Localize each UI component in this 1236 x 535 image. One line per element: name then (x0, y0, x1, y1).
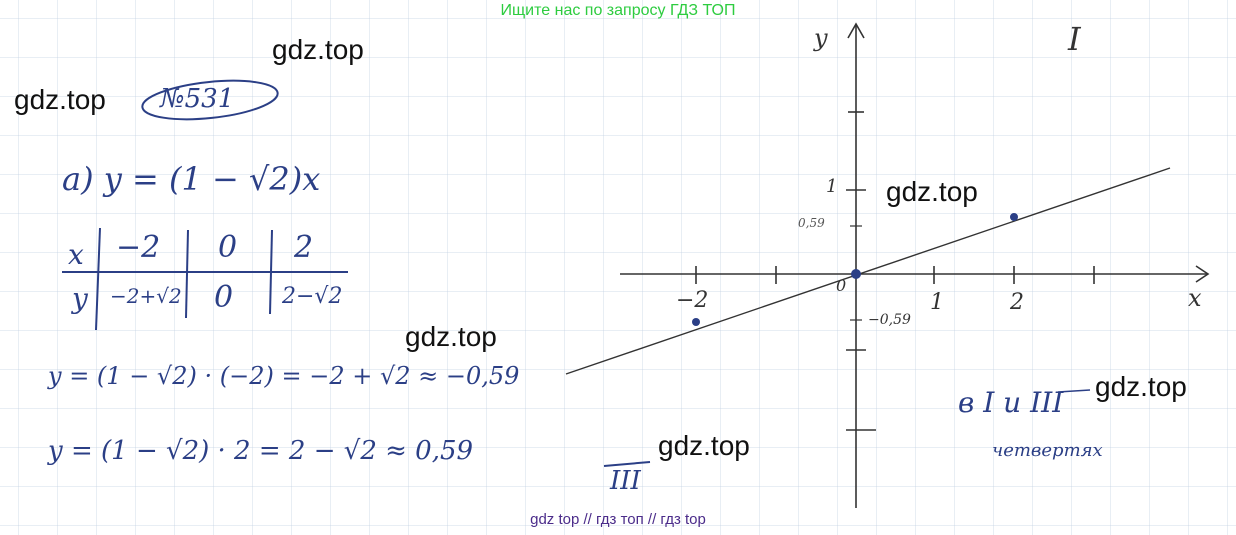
quadrant-mark: III (610, 466, 641, 496)
bottom-banner: gdz top // гдз топ // гдз top (530, 511, 706, 528)
calculation-line: y = (1 − √2) · (−2) = −2 + √2 ≈ −0,59 (48, 362, 520, 390)
x-tick-label: 2 (1010, 290, 1024, 315)
problem-number: №531 (160, 84, 235, 114)
x-tick-label: −2 (676, 288, 709, 313)
answer-text: четвертях (992, 440, 1103, 461)
part-label: а) y = (1 − √2)x (62, 160, 321, 198)
answer-text: в I и III (958, 386, 1064, 419)
table-x-value: −2 (116, 230, 161, 265)
table-y-value: 0 (214, 280, 234, 315)
top-banner: Ищите нас по запросу ГДЗ ТОП (500, 2, 736, 19)
watermark: gdz.top (658, 430, 750, 461)
watermark: gdz.top (1095, 371, 1187, 402)
table-x-label: x (68, 238, 84, 271)
y-tick-label: 1 (826, 176, 838, 197)
x-tick-label: 1 (930, 290, 944, 315)
table-y-value: 2−√2 (282, 284, 343, 309)
table-x-value: 2 (294, 230, 314, 265)
calculation-line: y = (1 − √2) · 2 = 2 − √2 ≈ 0,59 (48, 436, 474, 466)
y-tick-label: 0,59 (798, 216, 825, 230)
y-tick-label: −0,59 (868, 312, 911, 328)
quadrant-label: I (1068, 20, 1081, 58)
watermark: gdz.top (405, 321, 497, 352)
table-x-value: 0 (218, 230, 238, 265)
x-axis-label: x (1188, 284, 1202, 312)
origin-label: 0 (836, 276, 847, 295)
table-y-value: −2+√2 (110, 284, 182, 308)
watermark: gdz.top (14, 84, 106, 115)
watermark: gdz.top (272, 34, 364, 65)
y-axis-label: y (814, 24, 828, 52)
watermark: gdz.top (886, 176, 978, 207)
table-y-label: y (72, 282, 88, 315)
